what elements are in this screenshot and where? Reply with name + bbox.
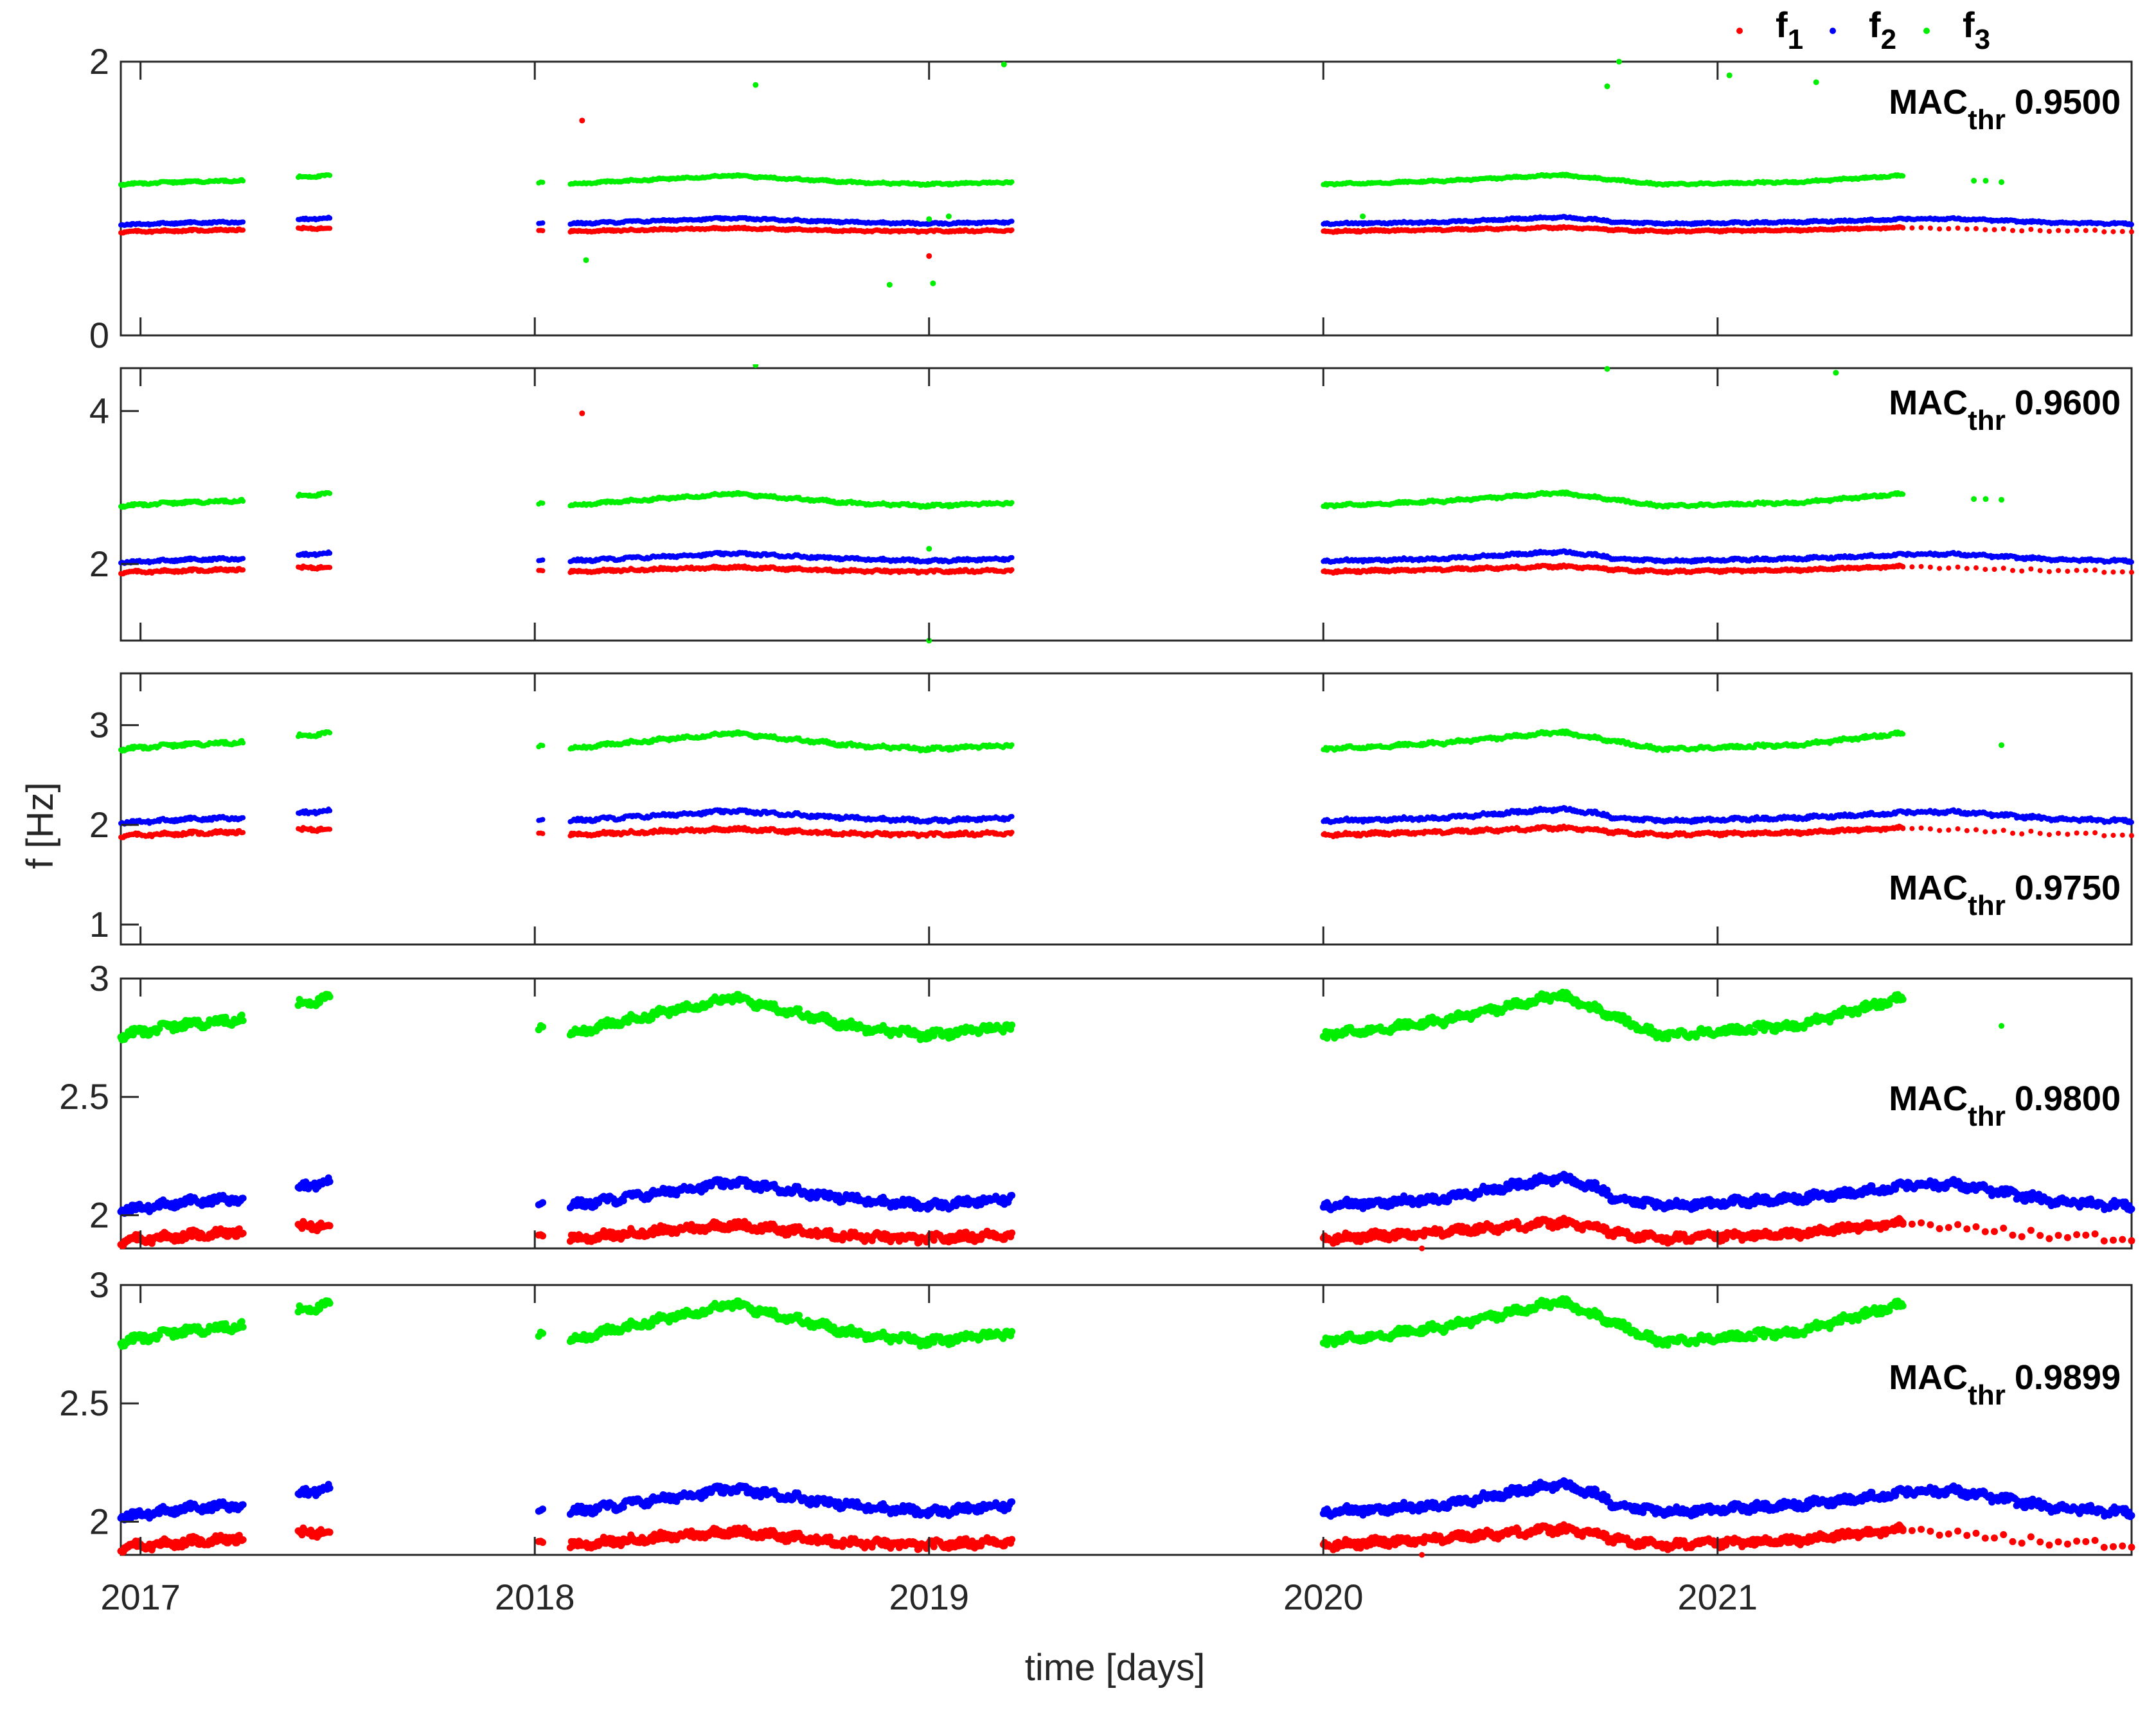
data-points [118, 58, 2134, 288]
outlier-point-f3 [1999, 179, 2005, 185]
data-point-f2 [540, 557, 546, 563]
data-point-f1 [540, 228, 546, 233]
data-point-f3 [540, 179, 546, 185]
outlier-point-f3 [945, 213, 952, 220]
outlier-point-f3 [930, 280, 936, 287]
data-point-f2 [1009, 218, 1015, 224]
data-point-f1 [1946, 226, 1952, 231]
data-point-f1 [1909, 225, 1915, 231]
outlier-point-f3 [1001, 61, 1007, 67]
data-point-f1 [1918, 225, 1924, 231]
data-point-f1 [2083, 227, 2089, 233]
data-point-f2 [240, 556, 246, 562]
data-point-f1 [540, 568, 546, 574]
axes-box [120, 60, 2133, 337]
data-point-f1 [1937, 226, 1943, 232]
data-point-f1 [2092, 227, 2098, 233]
data-point-f2 [327, 215, 333, 221]
data-point-f2 [327, 551, 333, 556]
data-point-f1 [1009, 567, 1015, 572]
data-point-f1 [2028, 227, 2034, 232]
data-point-f2 [1009, 554, 1015, 560]
outlier-point-f3 [1813, 79, 1819, 85]
outlier-point-f3 [1726, 72, 1733, 78]
data-point-f1 [1009, 227, 1015, 233]
y-tick-label: 2 [89, 41, 109, 82]
outlier-point-f3 [753, 82, 759, 88]
axes-box [120, 367, 2133, 642]
data-point-f1 [327, 565, 333, 571]
outlier-point-f3 [1971, 177, 1977, 184]
data-point-f1 [240, 567, 246, 572]
data-point-f1 [1900, 225, 1906, 231]
outlier-point-f3 [583, 257, 589, 263]
data-point-f1 [1973, 226, 1979, 231]
data-point-f3 [1900, 173, 1906, 179]
outlier-point-f3 [1360, 213, 1366, 220]
outlier-point-f3 [926, 216, 932, 222]
outlier-point-f3 [1616, 58, 1622, 65]
outlier-point-f3 [1982, 177, 1989, 184]
outlier-point-f3 [1604, 83, 1610, 89]
data-point-f2 [2129, 222, 2134, 227]
data-point-f1 [2065, 228, 2071, 234]
threshold-label: MACthr 0.9500 [1889, 83, 2121, 136]
data-point-f1 [2110, 229, 2116, 235]
panel-2: 24 MACthr 0.9600 [89, 364, 2134, 644]
data-point-f1 [2129, 229, 2134, 235]
threshold-label-main: MAC [1889, 83, 1968, 121]
panel-1: 0 2 MACthr 0.9500 [89, 41, 2134, 355]
data-point-f1 [2046, 229, 2052, 234]
threshold-label-sub: thr [1968, 104, 2006, 136]
threshold-value: 0.9500 [2015, 83, 2121, 121]
data-point-f3 [327, 491, 333, 496]
data-point-f1 [1955, 226, 1961, 231]
data-point-f3 [1009, 179, 1015, 185]
outlier-point-f3 [886, 281, 893, 288]
data-point-f1 [1982, 227, 1988, 233]
outlier-point-f1 [926, 253, 932, 259]
data-point-f1 [2037, 227, 2043, 233]
data-point-f3 [240, 499, 246, 504]
data-point-f3 [327, 173, 333, 178]
data-point-f1 [2000, 226, 2006, 232]
data-point-f1 [2119, 229, 2125, 235]
data-point-f1 [327, 226, 333, 231]
data-point-f3 [240, 178, 246, 184]
data-point-f1 [2010, 227, 2015, 233]
data-point-f3 [540, 501, 546, 506]
outlier-point-f1 [579, 118, 585, 124]
data-point-f1 [1964, 226, 1970, 232]
data-point-f1 [2019, 228, 2025, 234]
data-point-f1 [2056, 227, 2062, 233]
data-point-f1 [2101, 229, 2107, 235]
data-point-f1 [2074, 227, 2080, 233]
y-tick-label: 0 [89, 315, 109, 355]
data-point-f1 [1927, 226, 1933, 231]
data-point-f1 [240, 227, 246, 233]
data-point-f3 [1009, 500, 1015, 506]
data-point-f2 [540, 220, 546, 226]
data-point-f1 [1991, 227, 1997, 233]
data-point-f2 [240, 219, 246, 225]
data-points [118, 364, 2134, 644]
